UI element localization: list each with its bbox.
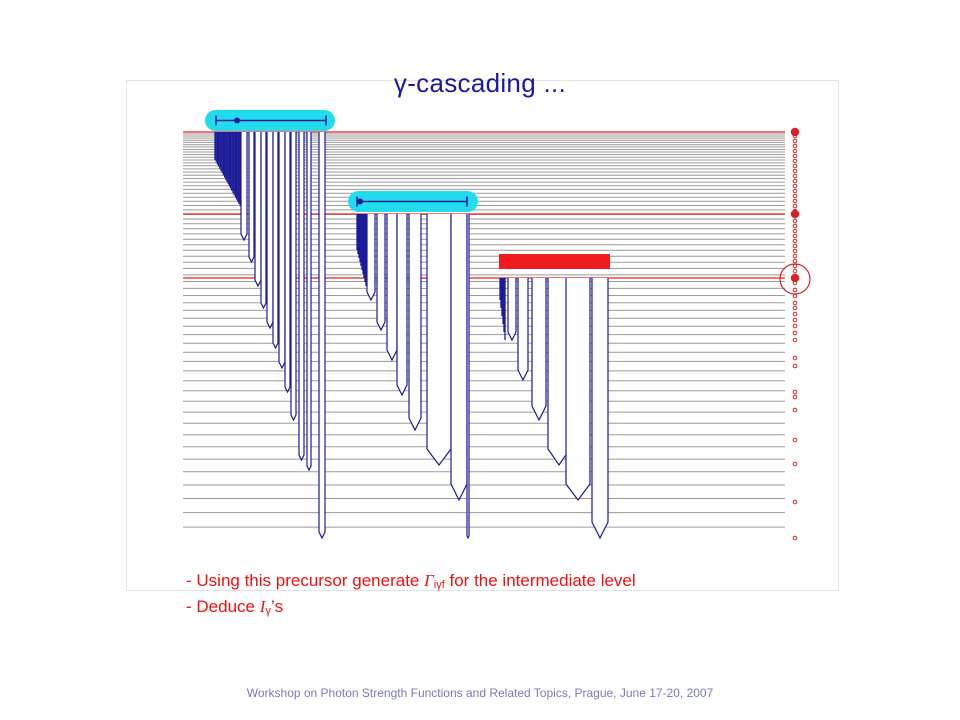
gamma-transition-arrow	[507, 278, 517, 342]
gamma-transition-arrow	[408, 214, 422, 432]
level-marker	[792, 223, 798, 229]
level-marker	[792, 394, 798, 400]
level-dot	[357, 198, 363, 205]
level-marker	[792, 143, 798, 149]
current-level-ring	[779, 263, 811, 295]
gamma-transition-arrow	[386, 214, 398, 362]
level-marker	[792, 158, 798, 164]
gamma-transition-arrow	[298, 132, 305, 462]
gamma-transition-arrow	[531, 278, 547, 422]
bullet-text: for the intermediate level	[444, 571, 636, 590]
level-marker	[792, 153, 798, 159]
footer-text: Workshop on Photon Strength Functions an…	[246, 686, 714, 700]
bullet-deduce-intensities: - Deduce Iγ’s	[186, 596, 636, 622]
level-marker	[792, 188, 798, 194]
gamma-transition-arrow	[240, 132, 248, 242]
gamma-transition-arrow	[278, 132, 286, 370]
gamma-transition-arrow	[290, 132, 297, 422]
gamma-transition-arrow	[466, 214, 470, 540]
level-marker	[792, 305, 798, 311]
gamma-transition-arrow	[450, 214, 468, 502]
gamma-subscript: iγf	[433, 579, 445, 591]
level-marker	[792, 355, 798, 361]
level-marker	[792, 263, 798, 269]
level-marker	[792, 183, 798, 189]
level-marker	[792, 323, 798, 329]
gamma-symbol: Γ	[424, 571, 434, 590]
level-marker	[792, 168, 798, 174]
bullet-text: - Deduce	[186, 597, 260, 616]
bullet-list: - Using this precursor generate Γiγf for…	[186, 570, 636, 622]
level-marker	[792, 248, 798, 254]
level-marker	[792, 337, 798, 343]
gamma-transition-arrow	[284, 132, 291, 394]
gamma-transition-arrow	[266, 132, 274, 330]
bullet-text: ’s	[270, 597, 284, 616]
level-marker	[792, 268, 798, 274]
gamma-transition-arrow	[591, 278, 609, 540]
level-marker	[792, 300, 798, 306]
level-marker	[792, 193, 798, 199]
gamma-transition-arrow	[565, 278, 591, 501]
gamma-transition-arrow	[272, 132, 279, 350]
selected-level-box	[499, 254, 610, 269]
bullet-text: - Using this precursor generate	[186, 571, 425, 590]
level-marker	[792, 499, 798, 505]
level-marker	[792, 148, 798, 154]
level-marker	[792, 330, 798, 336]
level-marker	[792, 218, 798, 224]
level-marker	[792, 363, 798, 369]
level-dot	[234, 117, 240, 124]
level-marker	[792, 253, 798, 259]
level-marker	[792, 138, 798, 144]
selected-level-marker	[790, 209, 800, 219]
level-marker	[792, 178, 798, 184]
level-marker	[792, 389, 798, 395]
level-marker	[792, 317, 798, 323]
level-marker	[792, 287, 798, 293]
level-marker	[792, 311, 798, 317]
initial-level-markers	[205, 110, 610, 269]
level-marker	[792, 198, 798, 204]
level-marker	[792, 535, 798, 541]
gamma-transition-arrow	[396, 214, 408, 397]
slide-frame	[126, 80, 839, 591]
selected-level-marker	[790, 273, 800, 283]
gamma-transition-arrow	[376, 214, 386, 332]
gamma-transition-arrow	[517, 278, 529, 382]
level-marker	[792, 228, 798, 234]
slide-title: γ-cascading ...	[393, 68, 567, 98]
gamma-transition-arrow	[366, 214, 376, 302]
bullet-generate-width: - Using this precursor generate Γiγf for…	[186, 570, 636, 596]
level-marker	[792, 258, 798, 264]
level-marker	[792, 203, 798, 209]
intensity-symbol: I	[259, 597, 266, 616]
gamma-transition-arrow	[254, 132, 262, 288]
level-marker	[792, 238, 798, 244]
gamma-transition-arrow	[306, 132, 312, 472]
level-marker	[792, 163, 798, 169]
level-marker	[792, 243, 798, 249]
level-population-markers	[779, 127, 811, 541]
gamma-transitions	[214, 132, 609, 540]
level-marker	[792, 461, 798, 467]
gamma-transition-arrow	[248, 132, 255, 264]
gamma-transition-arrow	[260, 132, 267, 310]
level-marker	[792, 173, 798, 179]
gamma-transition-arrow	[318, 132, 326, 540]
gamma-transition-arrow	[426, 214, 452, 466]
intensity-subscript: γ	[265, 605, 271, 617]
selected-level-marker	[790, 127, 800, 137]
level-marker	[792, 437, 798, 443]
level-marker	[792, 293, 798, 299]
level-marker	[792, 407, 798, 413]
level-marker	[792, 233, 798, 239]
